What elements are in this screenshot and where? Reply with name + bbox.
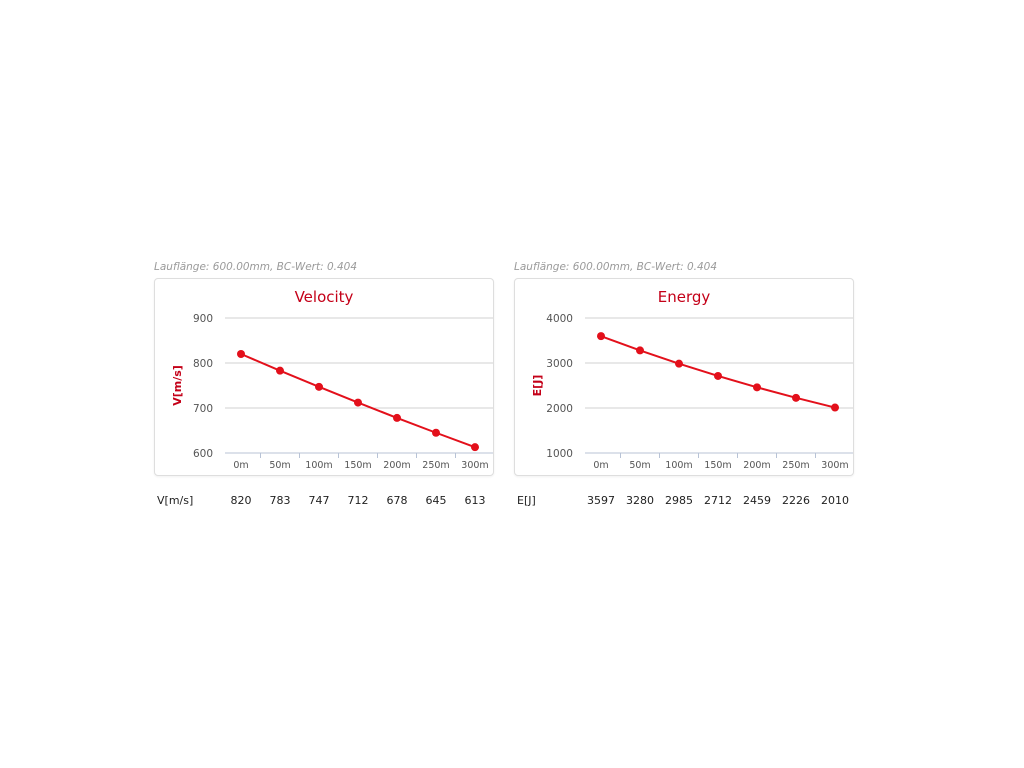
energy-x-tick-label: 100m: [665, 460, 692, 471]
energy-value-cell: 2712: [704, 494, 732, 507]
velocity-panel: Lauflänge: 600.00mm, BC-Wert: 0.404 Velo…: [154, 260, 494, 514]
velocity-x-tick-label: 100m: [305, 460, 332, 471]
velocity-value-cell: 820: [230, 494, 252, 507]
velocity-value-cell: 747: [308, 494, 330, 507]
energy-panel: Lauflänge: 600.00mm, BC-Wert: 0.404 Ener…: [514, 260, 854, 514]
energy-data-point: [636, 346, 644, 355]
energy-data-point: [675, 359, 683, 368]
energy-data-point: [831, 403, 839, 412]
energy-chart: Energy E[J] 1000 2000 3000 4000 0m 50m 100m 150m 2…: [531, 288, 853, 471]
energy-value-cell: 2985: [665, 494, 693, 507]
velocity-y-tick-label: 900: [193, 313, 213, 325]
velocity-data-point: [315, 382, 323, 391]
velocity-chart: Velocity V[m/s] 600 700 800 900 0m 50m 100m 150m 2…: [171, 288, 493, 471]
velocity-data-point: [432, 428, 440, 437]
velocity-y-axis-label: V[m/s]: [171, 365, 184, 406]
energy-chart-frame: Energy E[J] 1000 2000 3000 4000 0m 50m 100m 150m 2…: [514, 278, 854, 476]
velocity-x-tick-label: 150m: [344, 460, 371, 471]
velocity-x-tick-label: 250m: [422, 460, 449, 471]
velocity-values-label: V[m/s]: [157, 494, 194, 507]
energy-data-point: [597, 332, 605, 341]
velocity-data-point: [393, 413, 401, 422]
velocity-y-tick-label: 600: [193, 448, 213, 460]
energy-data-point: [753, 383, 761, 392]
velocity-chart-title: Velocity: [295, 288, 354, 306]
velocity-values-row: V[m/s] 820 783 747 712 678 645 613: [154, 494, 494, 514]
energy-y-tick-label: 2000: [546, 403, 573, 415]
energy-value-cell: 2010: [821, 494, 849, 507]
energy-caption: Lauflänge: 600.00mm, BC-Wert: 0.404: [514, 261, 718, 273]
velocity-data-point: [276, 366, 284, 375]
energy-y-axis-label: E[J]: [531, 375, 544, 397]
energy-y-tick-label: 4000: [546, 313, 573, 325]
energy-chart-title: Energy: [658, 288, 711, 306]
energy-y-tick-label: 3000: [546, 358, 573, 370]
energy-data-point: [792, 393, 800, 402]
energy-x-tick-label: 300m: [821, 460, 848, 471]
velocity-chart-frame: Velocity V[m/s] 600 700 800 900 0m 50m 100m 150m 2…: [154, 278, 494, 476]
energy-value-cell: 2226: [782, 494, 810, 507]
energy-series-line: [600, 335, 836, 409]
velocity-x-tick-label: 0m: [233, 460, 248, 471]
energy-x-tick-label: 150m: [704, 460, 731, 471]
velocity-value-cell: 678: [386, 494, 408, 507]
velocity-y-tick-label: 800: [193, 358, 213, 370]
velocity-x-tick-label: 300m: [461, 460, 488, 471]
energy-x-tick-label: 200m: [743, 460, 770, 471]
velocity-data-point: [237, 350, 245, 358]
velocity-caption: Lauflänge: 600.00mm, BC-Wert: 0.404: [154, 261, 358, 273]
velocity-data-point: [471, 443, 479, 452]
energy-x-tick-label: 50m: [629, 460, 650, 471]
energy-value-cell: 3280: [626, 494, 654, 507]
energy-value-cell: 2459: [743, 494, 771, 507]
energy-values-row: E[J] 3597 3280 2985 2712 2459 2226 2010: [514, 494, 854, 514]
velocity-x-tick-label: 50m: [269, 460, 290, 471]
energy-data-point: [714, 371, 722, 380]
velocity-value-cell: 613: [464, 494, 486, 507]
energy-value-cell: 3597: [587, 494, 615, 507]
energy-values-label: E[J]: [517, 494, 536, 507]
velocity-x-tick-label: 200m: [383, 460, 410, 471]
velocity-value-cell: 783: [269, 494, 291, 507]
velocity-y-tick-label: 700: [193, 403, 213, 415]
energy-y-tick-label: 1000: [546, 448, 573, 460]
velocity-value-cell: 645: [425, 494, 447, 507]
energy-x-tick-label: 250m: [782, 460, 809, 471]
velocity-value-cell: 712: [347, 494, 369, 507]
velocity-data-point: [354, 398, 362, 407]
energy-x-tick-label: 0m: [593, 460, 608, 471]
